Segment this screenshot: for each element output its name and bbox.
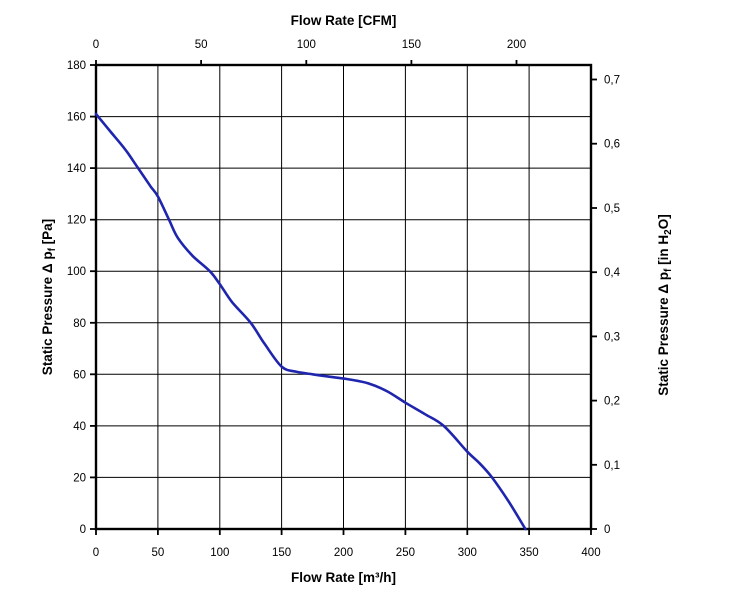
y-axis-tick-label: 180 (67, 60, 86, 72)
x-axis-title: Flow Rate [m³/h] (291, 570, 396, 585)
right-axis-tick-label: 0,1 (604, 460, 620, 472)
top-axis-title: Flow Rate [CFM] (291, 13, 397, 28)
axis-titles: Flow Rate [CFM] Flow Rate [m³/h] Static Pr… (40, 13, 674, 585)
y-axis-tick-label: 100 (67, 266, 86, 278)
right-axis-tick-label: 0,4 (604, 267, 621, 279)
x-axis-tick-label: 300 (458, 547, 477, 559)
x-axis-tick-label: 100 (210, 547, 229, 559)
top-axis-tick-label: 0 (93, 39, 99, 51)
x-axis-tick-label: 400 (581, 547, 600, 559)
y-axis-tick-label: 80 (73, 318, 86, 330)
right-axis-tick-label: 0 (604, 524, 610, 536)
x-axis-tick-label: 150 (272, 547, 291, 559)
x-axis-tick-label: 0 (93, 547, 99, 559)
grid-lines (96, 65, 591, 529)
top-axis-tick-label: 200 (507, 39, 526, 51)
top-axis-tick-label: 100 (297, 39, 316, 51)
axis-ticks (90, 60, 597, 535)
x-axis-tick-label: 350 (520, 547, 539, 559)
x-axis-tick-label: 200 (334, 547, 353, 559)
data-series (94, 112, 527, 531)
y-axis-title: Static Pressure Δ pf [Pa] (40, 219, 58, 375)
y-axis-tick-label: 60 (73, 369, 86, 381)
y-axis-tick-label: 140 (67, 163, 86, 175)
right-axis-tick-label: 0,6 (604, 139, 620, 151)
top-axis-tick-label: 50 (195, 39, 208, 51)
right-axis-tick-label: 0,3 (604, 331, 620, 343)
right-axis-tick-label: 0,2 (604, 396, 620, 408)
top-axis-tick-label: 150 (402, 39, 421, 51)
x-axis-tick-label: 50 (152, 547, 165, 559)
right-axis-tick-label: 0,5 (604, 203, 620, 215)
right-axis-title: Static Pressure Δ pf [in H2O] (656, 214, 674, 395)
y-axis-tick-label: 0 (80, 524, 86, 536)
right-axis-tick-label: 0,7 (604, 75, 620, 87)
x-axis-tick-label: 250 (396, 547, 415, 559)
y-axis-tick-label: 20 (73, 472, 86, 484)
y-axis-tick-label: 120 (67, 215, 86, 227)
static-pressure-curve (94, 112, 527, 531)
y-axis-tick-label: 40 (73, 421, 86, 433)
y-axis-tick-label: 160 (67, 112, 86, 124)
